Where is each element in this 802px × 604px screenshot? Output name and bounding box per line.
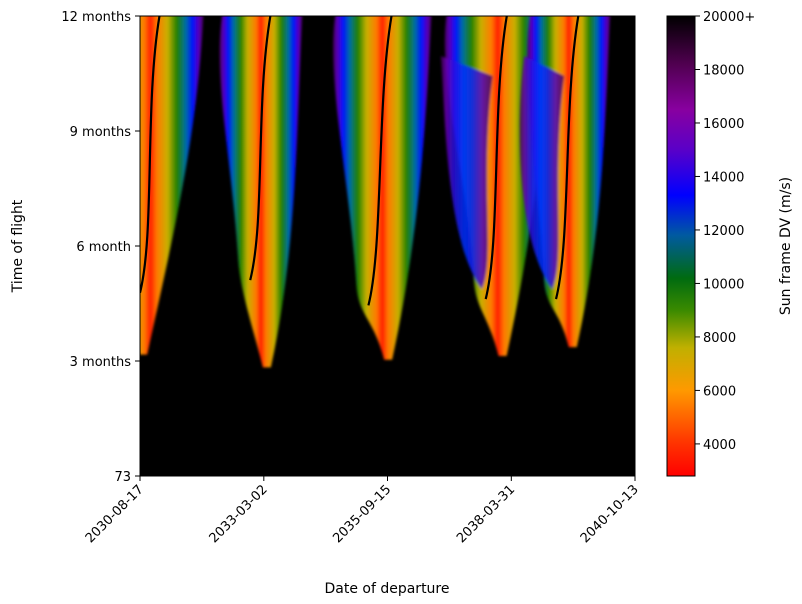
y-axis: 73 3 months 6 month 9 months 12 months xyxy=(61,10,140,485)
colorbar-ticks: 4000 6000 8000 10000 12000 14000 16000 18000 200… xyxy=(695,10,755,453)
colorbar-tick-label: 16000 xyxy=(703,117,744,132)
colorbar-tick-label: 20000+ xyxy=(703,10,755,25)
colorbar-tick-label: 4000 xyxy=(703,438,736,453)
heatmap-bands xyxy=(140,16,611,368)
colorbar-tick-label: 10000 xyxy=(703,277,744,292)
window-ridge xyxy=(554,16,580,300)
colorbar-tick-label: 18000 xyxy=(703,63,744,78)
x-tick-label: 2038-03-31 xyxy=(454,482,518,546)
x-tick-label: 2033-03-02 xyxy=(207,482,271,546)
launch-window xyxy=(333,16,432,360)
launch-window xyxy=(519,16,611,348)
window-ridge xyxy=(367,16,393,306)
window-shoulder xyxy=(519,56,565,290)
launch-window xyxy=(140,16,204,355)
y-tick-label: 12 months xyxy=(61,10,131,25)
window-ridge xyxy=(484,16,508,300)
window-ridge xyxy=(249,16,272,281)
colorbar-tick-label: 12000 xyxy=(703,224,744,239)
y-tick-label: 9 months xyxy=(70,125,132,140)
colorbar-label: Sun frame DV (m/s) xyxy=(778,177,794,315)
x-axis-label: Date of departure xyxy=(324,581,449,597)
y-axis-label: Time of flight xyxy=(10,199,26,293)
x-axis: 2030-08-17 2033-03-02 2035-09-15 2038-03-31… xyxy=(83,476,642,546)
colorbar xyxy=(666,15,696,477)
colorbar-tick-label: 8000 xyxy=(703,331,736,346)
window-shoulder xyxy=(440,56,493,290)
window-funnel xyxy=(140,16,204,355)
launch-window xyxy=(219,16,303,368)
colorbar-tick-label: 14000 xyxy=(703,170,744,185)
x-tick-label: 2040-10-13 xyxy=(578,482,642,546)
y-tick-label: 73 xyxy=(114,470,131,485)
x-tick-label: 2035-09-15 xyxy=(330,482,394,546)
window-funnel xyxy=(333,16,432,360)
y-tick-label: 6 month xyxy=(76,240,131,255)
y-tick-label: 3 months xyxy=(70,355,132,370)
x-tick-label: 2030-08-17 xyxy=(83,482,147,546)
colorbar-tick-label: 6000 xyxy=(703,384,736,399)
window-ridge xyxy=(140,16,161,294)
window-funnel xyxy=(219,16,303,368)
